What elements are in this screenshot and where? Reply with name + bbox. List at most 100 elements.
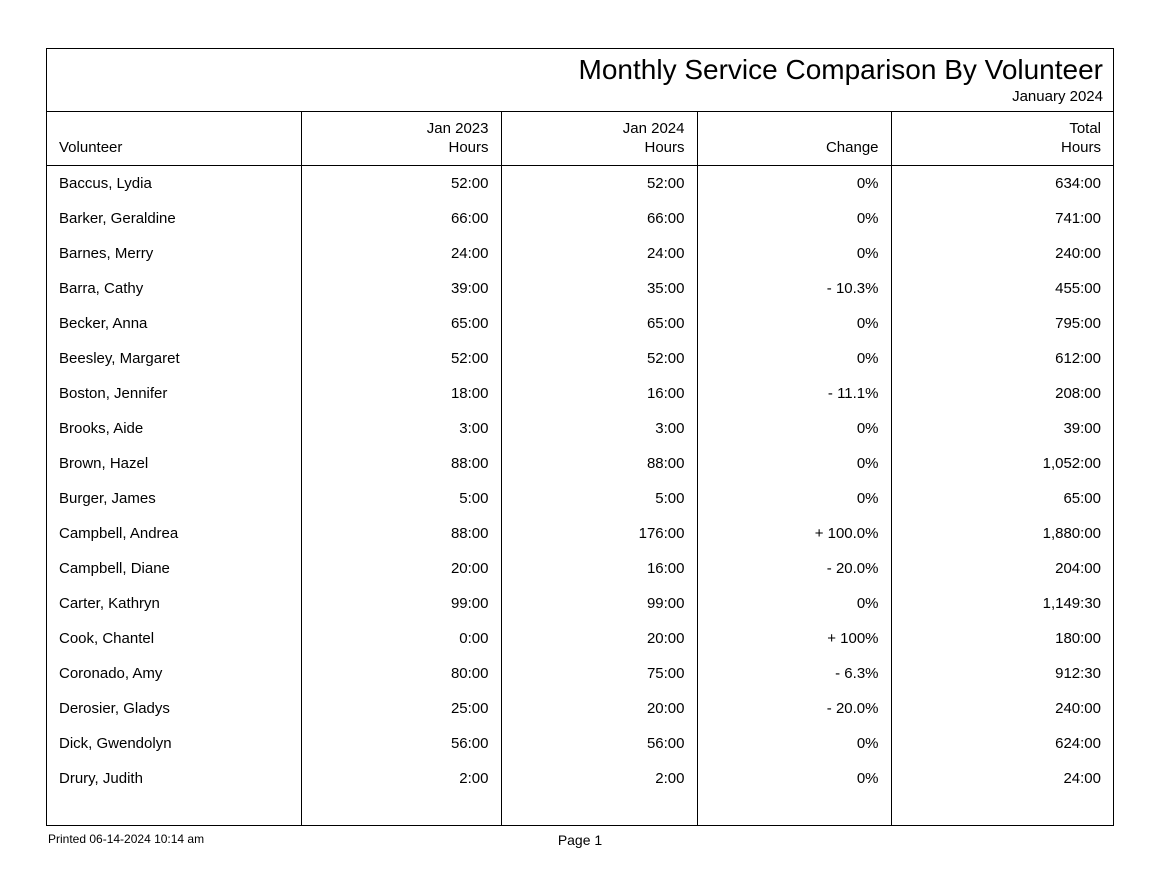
cell-volunteer: Boston, Jennifer — [47, 376, 301, 411]
table-row: Campbell, Andrea88:00176:00+ 100.0%1,880… — [47, 516, 1113, 551]
cell-prev-hours: 25:00 — [301, 691, 501, 726]
table-row: Barnes, Merry24:0024:000%240:00 — [47, 236, 1113, 271]
report-frame: Monthly Service Comparison By Volunteer … — [46, 48, 1114, 826]
cell-curr-hours: 75:00 — [501, 656, 697, 691]
cell-total-hours: 24:00 — [891, 761, 1113, 796]
table-row: Brown, Hazel88:0088:000%1,052:00 — [47, 446, 1113, 481]
report-page: Monthly Service Comparison By Volunteer … — [0, 0, 1160, 848]
cell-change: 0% — [697, 166, 891, 202]
cell-total-hours: 741:00 — [891, 201, 1113, 236]
cell-volunteer: Campbell, Diane — [47, 551, 301, 586]
cell-curr-hours: 52:00 — [501, 341, 697, 376]
cell-total-hours: 180:00 — [891, 621, 1113, 656]
cell-prev-hours: 39:00 — [301, 271, 501, 306]
col-curr-line2: Hours — [514, 139, 685, 158]
footer-page: Page 1 — [403, 832, 758, 848]
cell-curr-hours: 2:00 — [501, 761, 697, 796]
table-row: Drury, Judith2:002:000%24:00 — [47, 761, 1113, 796]
col-total-line1: Total — [904, 120, 1102, 139]
col-curr-hours: Jan 2024 Hours — [501, 112, 697, 166]
cell-prev-hours: 52:00 — [301, 166, 501, 202]
cell-prev-hours: 88:00 — [301, 446, 501, 481]
cell-total-hours: 1,149:30 — [891, 586, 1113, 621]
col-total-hours: Total Hours — [891, 112, 1113, 166]
cell-prev-hours: 99:00 — [301, 586, 501, 621]
col-total-line2: Hours — [904, 139, 1102, 158]
cell-curr-hours: 65:00 — [501, 306, 697, 341]
cell-total-hours: 795:00 — [891, 306, 1113, 341]
table-row: Boston, Jennifer18:0016:00- 11.1%208:00 — [47, 376, 1113, 411]
col-prev-hours: Jan 2023 Hours — [301, 112, 501, 166]
cell-volunteer: Barker, Geraldine — [47, 201, 301, 236]
cell-prev-hours: 56:00 — [301, 726, 501, 761]
cell-total-hours: 612:00 — [891, 341, 1113, 376]
cell-total-hours: 1,880:00 — [891, 516, 1113, 551]
table-row: Cook, Chantel0:0020:00+ 100%180:00 — [47, 621, 1113, 656]
cell-total-hours: 240:00 — [891, 236, 1113, 271]
cell-curr-hours: 20:00 — [501, 691, 697, 726]
cell-prev-hours: 52:00 — [301, 341, 501, 376]
cell-volunteer: Burger, James — [47, 481, 301, 516]
cell-volunteer: Carter, Kathryn — [47, 586, 301, 621]
table-row: Baccus, Lydia52:0052:000%634:00 — [47, 166, 1113, 202]
cell-prev-hours: 65:00 — [301, 306, 501, 341]
table-row: Brooks, Aide3:003:000%39:00 — [47, 411, 1113, 446]
table-row: Barra, Cathy39:0035:00- 10.3%455:00 — [47, 271, 1113, 306]
cell-total-hours: 624:00 — [891, 726, 1113, 761]
cell-change: - 10.3% — [697, 271, 891, 306]
col-prev-line1: Jan 2023 — [314, 120, 489, 139]
cell-volunteer: Dick, Gwendolyn — [47, 726, 301, 761]
table-row: Campbell, Diane20:0016:00- 20.0%204:00 — [47, 551, 1113, 586]
cell-total-hours: 39:00 — [891, 411, 1113, 446]
report-title: Monthly Service Comparison By Volunteer — [57, 55, 1103, 86]
cell-prev-hours: 66:00 — [301, 201, 501, 236]
col-change-label: Change — [710, 139, 879, 158]
cell-volunteer: Drury, Judith — [47, 761, 301, 796]
cell-change: - 20.0% — [697, 691, 891, 726]
report-subtitle: January 2024 — [57, 88, 1103, 105]
table-header: Volunteer Jan 2023 Hours Jan 2024 Hours … — [47, 112, 1113, 166]
report-table: Volunteer Jan 2023 Hours Jan 2024 Hours … — [47, 112, 1113, 826]
cell-change: 0% — [697, 236, 891, 271]
cell-prev-hours: 2:00 — [301, 761, 501, 796]
cell-prev-hours: 5:00 — [301, 481, 501, 516]
cell-volunteer: Coronado, Amy — [47, 656, 301, 691]
cell-curr-hours: 3:00 — [501, 411, 697, 446]
cell-change: 0% — [697, 411, 891, 446]
table-row: Barker, Geraldine66:0066:000%741:00 — [47, 201, 1113, 236]
cell-change: 0% — [697, 761, 891, 796]
cell-change: - 6.3% — [697, 656, 891, 691]
col-volunteer: Volunteer — [47, 112, 301, 166]
cell-curr-hours: 88:00 — [501, 446, 697, 481]
col-change: Change — [697, 112, 891, 166]
cell-change: 0% — [697, 726, 891, 761]
cell-total-hours: 208:00 — [891, 376, 1113, 411]
table-row: Beesley, Margaret52:0052:000%612:00 — [47, 341, 1113, 376]
cell-spacer — [501, 796, 697, 825]
cell-change: + 100% — [697, 621, 891, 656]
table-body: Baccus, Lydia52:0052:000%634:00Barker, G… — [47, 166, 1113, 826]
table-row: Coronado, Amy80:0075:00- 6.3%912:30 — [47, 656, 1113, 691]
cell-change: 0% — [697, 481, 891, 516]
cell-total-hours: 204:00 — [891, 551, 1113, 586]
cell-prev-hours: 3:00 — [301, 411, 501, 446]
cell-curr-hours: 56:00 — [501, 726, 697, 761]
cell-spacer — [697, 796, 891, 825]
cell-curr-hours: 20:00 — [501, 621, 697, 656]
cell-curr-hours: 5:00 — [501, 481, 697, 516]
cell-total-hours: 1,052:00 — [891, 446, 1113, 481]
cell-curr-hours: 16:00 — [501, 551, 697, 586]
cell-volunteer: Beesley, Margaret — [47, 341, 301, 376]
cell-change: 0% — [697, 341, 891, 376]
cell-total-hours: 634:00 — [891, 166, 1113, 202]
table-row: Derosier, Gladys25:0020:00- 20.0%240:00 — [47, 691, 1113, 726]
cell-total-hours: 912:30 — [891, 656, 1113, 691]
cell-curr-hours: 35:00 — [501, 271, 697, 306]
col-volunteer-label: Volunteer — [59, 139, 289, 158]
cell-total-hours: 240:00 — [891, 691, 1113, 726]
cell-change: 0% — [697, 201, 891, 236]
cell-volunteer: Derosier, Gladys — [47, 691, 301, 726]
cell-prev-hours: 24:00 — [301, 236, 501, 271]
cell-volunteer: Barnes, Merry — [47, 236, 301, 271]
cell-prev-hours: 0:00 — [301, 621, 501, 656]
